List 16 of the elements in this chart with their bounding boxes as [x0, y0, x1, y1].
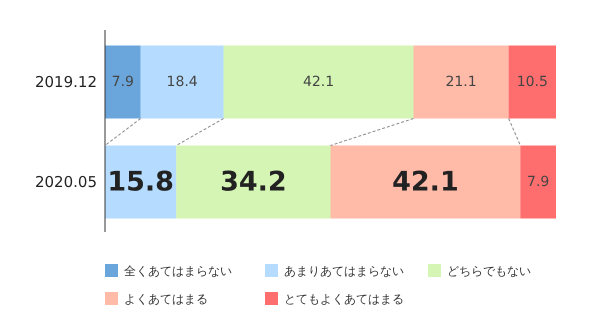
data-label: 42.1: [392, 166, 459, 198]
y-tick-label: 2019.12: [34, 73, 97, 91]
data-label: 42.1: [302, 74, 334, 90]
legend-label: どちらでもない: [447, 264, 531, 278]
legend-label: あまりあてはまらない: [284, 264, 404, 278]
y-tick-label: 2020.05: [34, 173, 97, 191]
data-label: 7.9: [527, 174, 550, 190]
legend-label: とてもよくあてはまる: [284, 292, 404, 306]
data-label: 15.8: [107, 166, 174, 198]
data-label: 21.1: [445, 74, 477, 90]
legend-label: 全くあてはまらない: [124, 264, 232, 278]
data-label: 10.5: [516, 74, 548, 90]
legend-label: よくあてはまる: [124, 292, 208, 306]
data-label: 18.4: [166, 74, 198, 90]
data-label: 34.2: [220, 166, 287, 198]
data-label: 7.9: [112, 74, 134, 90]
